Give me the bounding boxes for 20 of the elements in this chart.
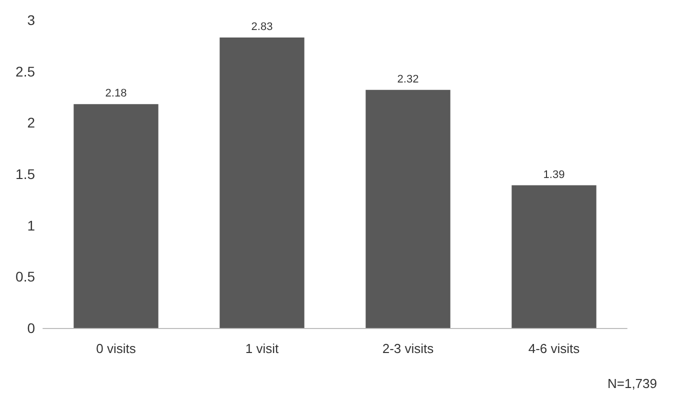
y-tick-label: 2 bbox=[27, 114, 36, 131]
y-tick-label: 3 bbox=[27, 12, 36, 28]
x-tick-label: 2-3 visits bbox=[382, 341, 434, 356]
text: N=1,739 bbox=[607, 376, 658, 391]
data-label: 2.32 bbox=[397, 73, 419, 86]
y-tick-label: 0.5 bbox=[16, 268, 36, 285]
bar bbox=[220, 37, 304, 328]
y-tick-label: 1 bbox=[27, 217, 36, 234]
y-tick-label: 1.5 bbox=[16, 166, 36, 182]
y-tick-label: 2.5 bbox=[16, 63, 36, 80]
data-label: 1.39 bbox=[543, 168, 565, 181]
y-tick-label: 0 bbox=[27, 320, 36, 336]
x-tick-label: 1 visit bbox=[245, 341, 279, 356]
data-label: 2.83 bbox=[251, 20, 273, 33]
x-tick-label: 0 visits bbox=[96, 341, 136, 356]
data-label: 2.18 bbox=[105, 88, 127, 100]
x-tick-label: 4-6 visits bbox=[528, 341, 580, 356]
bar bbox=[74, 104, 158, 328]
bar bbox=[512, 185, 596, 328]
bar bbox=[366, 90, 450, 328]
